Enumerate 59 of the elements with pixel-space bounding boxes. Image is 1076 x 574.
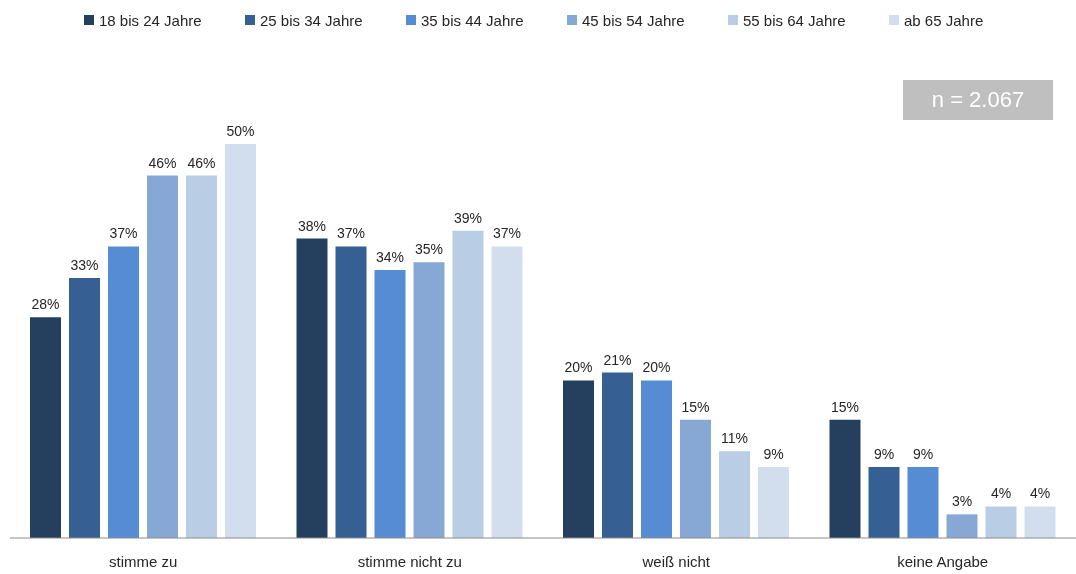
legend-label: 18 bis 24 Jahre <box>99 11 202 29</box>
data-label: 46% <box>148 154 177 171</box>
bar <box>147 175 178 538</box>
legend-label: 35 bis 44 Jahre <box>421 11 524 29</box>
legend-label: 25 bis 34 Jahre <box>260 11 363 29</box>
data-label: 28% <box>31 296 60 313</box>
bar <box>69 277 100 538</box>
data-label: 9% <box>763 446 784 463</box>
bar <box>413 262 445 538</box>
x-tick-label: keine Angabe <box>897 552 989 570</box>
data-label: 39% <box>453 209 483 226</box>
bar <box>374 270 406 538</box>
bar <box>758 467 789 538</box>
x-tick-label: weiß nicht <box>641 552 711 570</box>
data-label: 38% <box>297 217 327 234</box>
data-label: 3% <box>951 493 973 510</box>
data-label: 9% <box>873 446 895 463</box>
bar <box>680 419 711 538</box>
bar <box>563 380 594 538</box>
bar <box>829 419 861 538</box>
bar <box>452 230 484 538</box>
bar <box>296 238 328 538</box>
bar <box>1024 506 1056 538</box>
bar <box>907 467 939 538</box>
data-label: 15% <box>681 398 710 415</box>
bar <box>186 175 217 538</box>
bar <box>719 451 750 538</box>
data-label: 35% <box>414 241 444 258</box>
bar <box>985 506 1017 538</box>
data-label: 4% <box>1029 485 1051 502</box>
data-label: 34% <box>375 249 405 266</box>
data-label: 20% <box>642 359 671 376</box>
data-label: 20% <box>564 359 593 376</box>
bar <box>108 246 139 538</box>
data-label: 15% <box>830 398 860 415</box>
data-label: 11% <box>721 430 748 447</box>
data-label: 9% <box>912 446 934 463</box>
bar <box>868 467 900 538</box>
note-box: n = 2.067 <box>903 80 1053 120</box>
bar <box>602 372 633 538</box>
data-label: 50% <box>226 123 255 139</box>
bar <box>225 144 256 538</box>
legend-label: 45 bis 54 Jahre <box>582 11 685 29</box>
legend-label: 55 bis 64 Jahre <box>743 11 846 29</box>
bar <box>946 514 978 538</box>
bar <box>641 380 672 538</box>
x-tick-label: stimme nicht zu <box>357 552 462 570</box>
data-label: 46% <box>187 154 216 171</box>
bar <box>30 317 61 538</box>
data-label: 4% <box>990 485 1012 502</box>
legend-label: ab 65 Jahre <box>904 11 984 29</box>
x-tick-label: stimme zu <box>109 552 178 570</box>
data-label: 37% <box>492 225 522 242</box>
data-label: 37% <box>336 225 366 242</box>
data-label: 21% <box>603 351 632 368</box>
bar <box>335 246 367 538</box>
data-label: 33% <box>70 256 99 273</box>
bar <box>491 246 523 538</box>
data-label: 37% <box>109 225 138 242</box>
